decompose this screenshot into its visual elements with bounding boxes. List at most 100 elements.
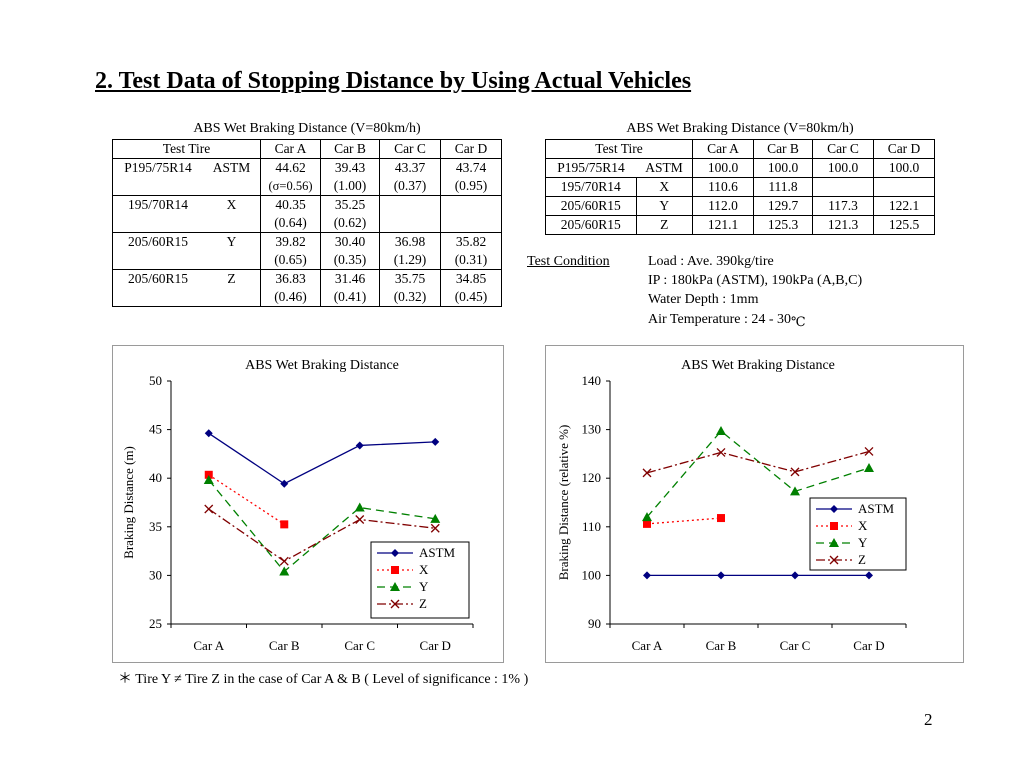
data-point [864, 447, 874, 456]
value-cell: 35.75 [379, 269, 441, 288]
page-title: 2. Test Data of Stopping Distance by Usi… [95, 68, 692, 94]
sigma-cell: (0.65) [260, 251, 321, 270]
value-cell: 43.37 [379, 158, 441, 177]
y-tick-label: 30 [149, 567, 162, 582]
series-line [646, 517, 722, 525]
series-astm [643, 571, 873, 580]
x-tick-label: Car C [344, 638, 375, 653]
sigma-cell: (0.95) [440, 177, 502, 196]
data-point [279, 566, 290, 576]
data-point [717, 514, 725, 523]
y-tick-label: 110 [582, 519, 601, 534]
tire-size-cell: 195/70R14 [545, 177, 637, 197]
right-table-caption: ABS Wet Braking Distance (V=80km/h) [626, 121, 854, 136]
data-point [642, 468, 652, 478]
x-tick-label: Car D [420, 638, 451, 653]
legend-label: X [419, 562, 429, 577]
data-point [864, 462, 874, 472]
data-point-stroke [390, 599, 400, 609]
data-point [391, 566, 399, 574]
chart-svg: ABS Wet Braking Distance 90 100 110 120 130 14… [556, 358, 907, 653]
data-point [390, 599, 400, 609]
value-cell: 100.0 [812, 158, 874, 178]
tire-name-cell: ASTM [203, 158, 261, 196]
data-point [354, 502, 365, 512]
sigma-cell: (0.35) [320, 251, 380, 270]
data-point [280, 479, 289, 488]
sigma-cell: (0.46) [260, 288, 321, 307]
table-row: 205/60R15 Y 39.82 30.40 36.98 35.82 [112, 232, 502, 270]
x-tick-label: Car C [780, 638, 811, 653]
header-cell: Car D [873, 139, 935, 159]
header-cell: Test Tire [545, 139, 693, 159]
header-cell: Test Tire [112, 139, 261, 159]
y-tick-label: 130 [582, 422, 602, 437]
value-cell: 111.8 [753, 177, 813, 197]
y-tick-label: 45 [149, 422, 162, 437]
data-point [390, 582, 400, 591]
header-cell: Car A [692, 139, 754, 159]
data-point [717, 571, 725, 580]
sigma-cell: (0.62) [320, 214, 380, 233]
value-cell [873, 177, 935, 197]
data-point [791, 571, 799, 580]
series-line [208, 508, 436, 562]
test-condition-lines: Load : Ave. 390kg/tire IP : 180kPa (ASTM… [648, 252, 862, 329]
test-condition-label: Test Condition [527, 254, 610, 269]
value-cell: 40.35 [260, 195, 321, 214]
table-row: (0.46) (0.41) (0.32) (0.45) [113, 288, 502, 307]
sigma-cell: (1.00) [320, 177, 380, 196]
chart-legend: ASTM XYZ [809, 497, 907, 571]
tire-size-cell: 205/60R15 [112, 269, 203, 307]
value-cell: 121.3 [812, 215, 874, 235]
data-point [431, 437, 440, 446]
tire-size-cell: 205/60R15 [545, 196, 637, 216]
legend-label: Y [419, 579, 429, 594]
value-cell: 36.83 [260, 269, 321, 288]
data-point [716, 426, 726, 436]
tire-name-cell: X [203, 195, 261, 233]
sigma-cell: (0.64) [260, 214, 321, 233]
value-cell: 36.98 [379, 232, 441, 251]
y-axis-label: Braking Distance (relative %) [556, 425, 571, 581]
condition-line: Air Temperature : 24 - 30℃ [648, 312, 806, 329]
table-row: P195/75R14 ASTM 44.62 39.43 43.37 43.74 [112, 158, 502, 196]
data-point [829, 555, 839, 565]
x-tick-label: Car A [193, 638, 224, 653]
data-point [430, 513, 441, 523]
header-cell: Car B [320, 139, 380, 159]
tire-name-cell: Y [635, 196, 693, 216]
y-tick-label: 40 [149, 470, 162, 485]
table-row: 195/70R14 X 40.35 35.25 [112, 195, 502, 233]
data-point-stroke [642, 468, 652, 478]
temperature-unit: ℃ [791, 314, 806, 329]
tire-size-cell: 195/70R14 [112, 195, 203, 233]
tire-size-cell: P195/75R14 [112, 158, 203, 196]
condition-line: IP : 180kPa (ASTM), 190kPa (A,B,C) [648, 273, 863, 288]
data-point-stroke [716, 447, 726, 457]
sigma-cell: (0.41) [320, 288, 380, 307]
series-line [646, 450, 870, 474]
legend-label: Y [858, 535, 868, 550]
value-cell: 122.1 [873, 196, 935, 216]
series-z [204, 504, 440, 566]
table-row: (0.64) (0.62) [113, 214, 502, 233]
table-row: 205/60R15 Z 36.83 31.46 35.75 34.85 [112, 269, 502, 307]
table-row: (0.65) (0.35) (1.29) (0.31) [113, 251, 502, 270]
data-point [865, 571, 873, 580]
value-cell: 100.0 [873, 158, 935, 178]
data-point [643, 519, 651, 528]
sigma-cell: (0.31) [440, 251, 502, 270]
sigma-cell: (σ=0.56) [260, 177, 321, 196]
y-tick-label: 100 [582, 567, 602, 582]
value-cell [812, 177, 874, 197]
x-tick-label: Car D [853, 638, 884, 653]
sigma-cell: (0.32) [379, 288, 441, 307]
header-cell: Car C [812, 139, 874, 159]
table-row: 195/70R14 X 110.6 111.8 [545, 177, 935, 197]
x-tick-label: Car B [706, 638, 737, 653]
value-cell: 110.6 [692, 177, 754, 197]
value-cell: 31.46 [320, 269, 380, 288]
legend-label: ASTM [419, 545, 456, 560]
y-tick-label: 90 [588, 616, 601, 631]
